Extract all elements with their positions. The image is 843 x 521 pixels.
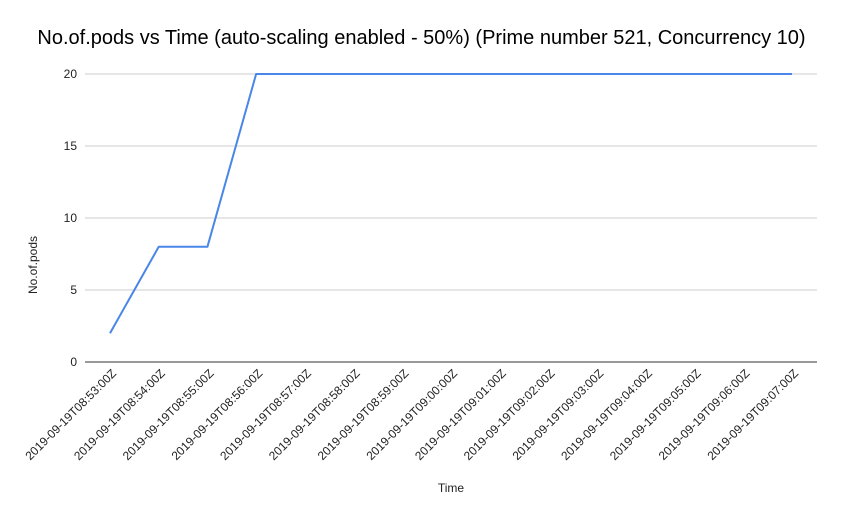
x-tick-label: 2019-09-19T09:01:00Z — [412, 366, 509, 463]
data-point — [109, 332, 111, 334]
data-point — [596, 73, 598, 75]
series-line-0 — [109, 73, 792, 334]
x-tick-label: 2019-09-19T08:57:00Z — [217, 366, 314, 463]
x-tick-label: 2019-09-19T09:02:00Z — [461, 366, 558, 463]
y-tick-label: 15 — [64, 139, 78, 153]
x-tick-label: 2019-09-19T08:54:00Z — [71, 366, 168, 463]
x-tick-label: 2019-09-19T09:03:00Z — [510, 366, 607, 463]
data-point — [401, 73, 403, 75]
grid-lines — [85, 73, 817, 291]
data-point — [353, 73, 355, 75]
y-tick-labels: 0 5 10 15 20 — [64, 67, 78, 369]
y-tick-label: 10 — [64, 211, 78, 225]
data-point — [742, 73, 744, 75]
x-tick-label: 2019-09-19T09:04:00Z — [558, 366, 655, 463]
y-tick-label: 5 — [70, 283, 77, 297]
x-axis-title: Time — [438, 481, 465, 495]
x-tick-label: 2019-09-19T09:00:00Z — [363, 366, 460, 463]
x-tick-label: 2019-09-19T08:53:00Z — [22, 366, 119, 463]
x-tick-labels: 2019-09-19T08:53:00Z2019-09-19T08:54:00Z… — [22, 366, 801, 463]
x-tick-label: 2019-09-19T09:06:00Z — [656, 366, 753, 463]
data-point — [304, 73, 306, 75]
data-point — [450, 73, 452, 75]
x-tick-label: 2019-09-19T09:07:00Z — [704, 366, 801, 463]
data-point — [791, 73, 793, 75]
x-tick-label: 2019-09-19T09:05:00Z — [607, 366, 704, 463]
chart-title: No.of.pods vs Time (auto-scaling enabled… — [37, 27, 806, 49]
x-tick-label: 2019-09-19T08:58:00Z — [266, 366, 363, 463]
data-point — [694, 73, 696, 75]
y-tick-label: 0 — [70, 355, 77, 369]
data-point — [158, 246, 160, 248]
y-axis-title: No.of.pods — [26, 236, 40, 294]
data-point — [645, 73, 647, 75]
data-point — [206, 246, 208, 248]
x-tick-label: 2019-09-19T08:56:00Z — [169, 366, 266, 463]
series-layer — [109, 73, 793, 334]
y-tick-label: 20 — [64, 67, 78, 81]
data-point — [499, 73, 501, 75]
x-tick-label: 2019-09-19T08:55:00Z — [120, 366, 217, 463]
x-tick-label: 2019-09-19T08:59:00Z — [315, 366, 412, 463]
data-point — [255, 73, 257, 75]
data-point — [547, 73, 549, 75]
